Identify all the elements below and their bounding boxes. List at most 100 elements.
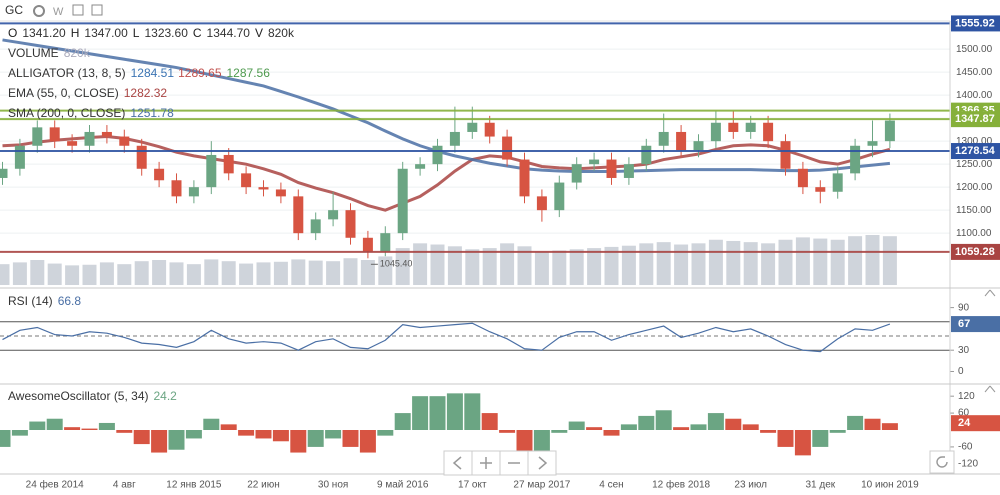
gear[interactable]	[33, 5, 45, 17]
legend-value: 1251.78	[130, 106, 174, 120]
volume-bar	[430, 244, 445, 285]
y-tick-label: 1500.00	[956, 44, 993, 55]
ao-bar	[881, 423, 898, 430]
volume-bar	[204, 259, 219, 285]
reset-icon	[936, 456, 948, 468]
compare-icon[interactable]	[72, 4, 84, 16]
volume-bar	[12, 262, 27, 285]
rsi-line	[2, 322, 891, 353]
ao-bar	[29, 421, 46, 430]
volume-bar	[639, 243, 654, 285]
y-tick-label: 1400.00	[956, 90, 993, 101]
ohlc-key: V	[255, 26, 263, 40]
volume-bar	[656, 242, 671, 285]
legend-name: ALLIGATOR (13, 8, 5)	[8, 66, 126, 80]
candle-body	[0, 168, 8, 178]
volume-bar	[0, 264, 10, 285]
ao-bar	[64, 427, 81, 430]
candle-body	[884, 120, 895, 142]
scroll-right-button[interactable]	[527, 450, 557, 476]
ao-bar	[412, 396, 429, 430]
volume-bar	[691, 243, 706, 285]
legend-row: RSI (14) 66.8	[8, 294, 81, 308]
candle-body	[293, 196, 304, 234]
ao-bar	[11, 430, 28, 436]
y-tick-label: 1450.00	[956, 67, 993, 78]
ao-bar	[272, 430, 289, 442]
candle-body	[415, 164, 426, 169]
ao-bar	[81, 428, 98, 430]
candle-body	[606, 159, 617, 178]
candle-body	[676, 131, 687, 151]
ao-bar	[185, 430, 202, 439]
ao-bar	[760, 430, 777, 433]
ao-bar	[516, 430, 533, 456]
level-badge	[951, 143, 1000, 160]
volume-bar	[813, 238, 828, 285]
candle-body	[310, 219, 321, 234]
ao-bar	[847, 415, 864, 430]
symbol[interactable]: GC	[5, 3, 23, 17]
reset-button[interactable]	[929, 450, 955, 474]
ohlc-value: 1341.20	[22, 26, 66, 40]
indicators-icon[interactable]	[91, 4, 103, 16]
candle-body	[136, 145, 147, 169]
ao-bar	[116, 430, 133, 433]
candle-body	[241, 173, 252, 188]
y-tick-label: 1250.00	[956, 159, 993, 170]
candle-body	[780, 141, 791, 169]
ao-bar	[429, 396, 446, 430]
volume-bar	[726, 240, 741, 285]
candle-body	[867, 141, 878, 146]
candle-body	[763, 122, 774, 142]
ao-bar	[446, 393, 463, 430]
candle-body	[432, 145, 443, 165]
value-badge-label: 24	[958, 417, 971, 429]
candle-body	[154, 168, 165, 181]
volume-bar	[343, 258, 358, 285]
candle-body	[484, 122, 495, 137]
candle-body	[623, 164, 634, 178]
ao-bar	[794, 430, 811, 456]
ao-bar	[533, 430, 550, 453]
annotation-label: 1045.40	[380, 259, 413, 269]
y-tick-label: 60	[958, 408, 970, 419]
volume-bar	[865, 235, 880, 285]
ao-bar	[551, 430, 568, 433]
legend-name: EMA (55, 0, CLOSE)	[8, 86, 119, 100]
legend-name: RSI (14)	[8, 294, 53, 308]
x-tick-label: 12 янв 2015	[166, 480, 222, 491]
ao-bar	[481, 413, 498, 430]
candle-body	[188, 187, 199, 197]
volume-bar	[395, 248, 410, 285]
ao-bar	[255, 430, 272, 439]
x-tick-label: 17 окт	[458, 480, 487, 491]
legend-value: 1287.56	[227, 66, 271, 80]
volume-bar	[99, 262, 114, 285]
scroll-left-button[interactable]	[443, 450, 473, 476]
y-tick-label: 1100.00	[956, 228, 992, 239]
y-tick-label: 120	[958, 391, 975, 402]
collapse-icon[interactable]	[984, 289, 996, 297]
legend-row: VOLUME 820k	[8, 46, 91, 60]
x-tick-label: 10 июн 2019	[861, 480, 919, 491]
candle-body	[67, 141, 78, 146]
interval-button[interactable]: W	[53, 6, 64, 18]
arrow-right	[538, 456, 548, 470]
x-tick-label: 9 май 2016	[377, 480, 429, 491]
candle-body	[850, 145, 861, 174]
ao-bar	[377, 430, 394, 436]
y-tick-label: 1150.00	[956, 205, 992, 216]
collapse-icon[interactable]	[984, 385, 996, 393]
ao-bar	[151, 430, 168, 453]
settings-icon[interactable]	[33, 5, 45, 17]
volume-bar	[30, 260, 45, 285]
y-tick-label: -120	[958, 458, 978, 469]
candle-body	[815, 187, 826, 192]
volume-bar	[708, 239, 723, 285]
ao-bar	[98, 422, 115, 430]
volume-bar	[169, 262, 184, 285]
candle-body	[397, 168, 408, 234]
x-tick-label: 31 дек	[805, 480, 835, 491]
arrow-left	[452, 456, 462, 470]
